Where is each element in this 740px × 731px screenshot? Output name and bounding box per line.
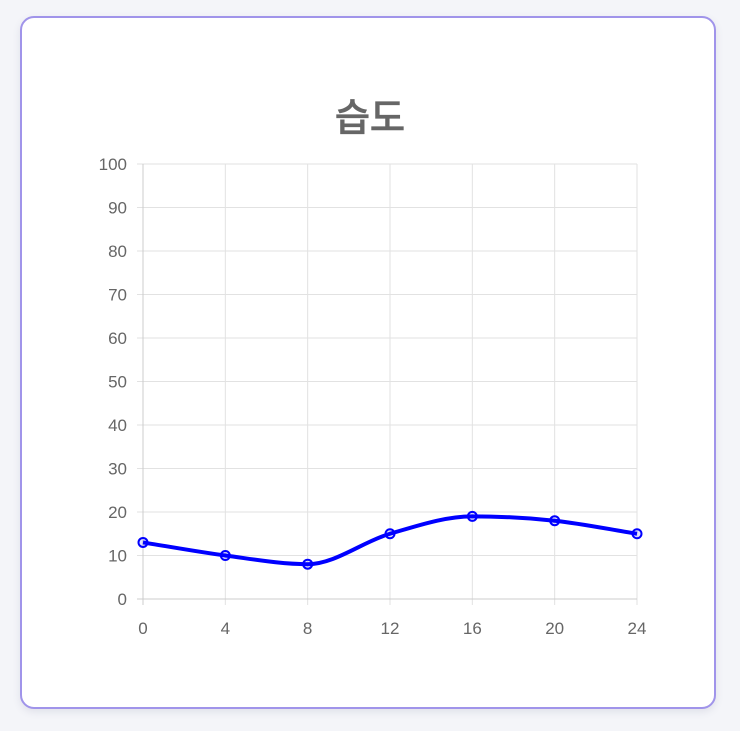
x-tick-label: 16 (463, 619, 482, 638)
y-tick-label: 80 (108, 242, 127, 261)
chart-card (20, 16, 716, 709)
y-tick-label: 60 (108, 329, 127, 348)
series-line (142, 514, 638, 567)
y-tick-label: 70 (108, 286, 127, 305)
data-point[interactable] (384, 528, 396, 540)
y-tick-label: 0 (118, 590, 127, 609)
y-tick-label: 40 (108, 416, 127, 435)
y-tick-label: 100 (99, 155, 127, 174)
x-axis-tick-labels: 0 4 8 12 16 20 24 (138, 619, 646, 638)
data-point[interactable] (302, 558, 314, 570)
x-tick-label: 8 (303, 619, 312, 638)
data-point[interactable] (549, 515, 561, 527)
y-axis-tick-labels: 0 10 20 30 40 50 60 70 80 90 100 (99, 155, 127, 609)
x-tick-label: 0 (138, 619, 147, 638)
series-layer (137, 510, 643, 570)
grid-lines (137, 163, 638, 605)
data-point[interactable] (137, 536, 149, 548)
x-tick-label: 4 (221, 619, 230, 638)
data-point[interactable] (219, 550, 231, 561)
y-tick-label: 10 (108, 547, 127, 566)
y-tick-label: 30 (108, 460, 127, 479)
x-tick-label: 20 (545, 619, 564, 638)
axes (137, 164, 637, 605)
data-point[interactable] (466, 510, 478, 522)
y-tick-label: 50 (108, 373, 127, 392)
y-tick-label: 20 (108, 503, 127, 522)
data-point[interactable] (631, 528, 643, 540)
chart-title: 습도 (335, 96, 405, 140)
x-tick-label: 12 (381, 619, 400, 638)
x-tick-label: 24 (628, 619, 647, 638)
y-tick-label: 90 (108, 199, 127, 218)
